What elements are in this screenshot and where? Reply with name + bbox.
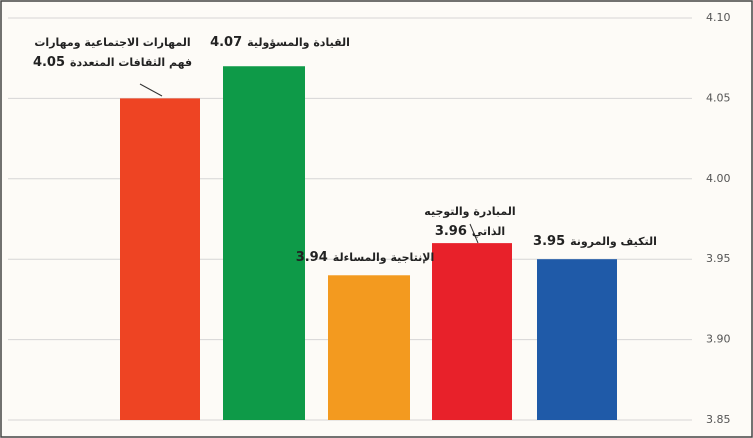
category-label: القيادة والمسؤولية xyxy=(247,36,350,49)
bar xyxy=(120,98,200,421)
y-tick-label: 3.85 xyxy=(706,413,731,426)
bar xyxy=(537,259,617,420)
category-label: المهارات الاجتماعية ومهارات فهم الثقافات… xyxy=(34,36,193,69)
y-tick-label: 3.95 xyxy=(706,252,731,265)
bar xyxy=(328,275,410,420)
category-label: الإنتاجية والمساءلة xyxy=(332,251,435,264)
data-label: التكيف والمرونة 3.95 xyxy=(520,232,670,252)
data-label: المبادرة والتوجيه الذاتي3.96 xyxy=(395,202,545,242)
category-label: المبادرة والتوجيه الذاتي xyxy=(424,205,516,238)
leader-line xyxy=(139,83,163,97)
value-label: 4.05 xyxy=(32,55,66,70)
y-tick-label: 4.10 xyxy=(706,11,731,24)
y-tick-label: 4.00 xyxy=(706,172,731,185)
value-label: 4.07 xyxy=(210,35,243,50)
leader-line xyxy=(469,223,479,244)
value-label: 3.94 xyxy=(295,250,328,265)
data-label: المهارات الاجتماعية ومهارات فهم الثقافات… xyxy=(25,33,200,73)
category-label: التكيف والمرونة xyxy=(570,235,657,248)
y-tick-label: 3.90 xyxy=(706,333,731,346)
bar xyxy=(432,243,512,420)
data-label: القيادة والمسؤولية 4.07 xyxy=(205,33,355,53)
y-tick-label: 4.05 xyxy=(706,91,731,104)
value-label: 3.95 xyxy=(533,234,566,249)
value-label: 3.96 xyxy=(434,224,467,239)
data-label: الإنتاجية والمساءلة 3.94 xyxy=(290,248,440,268)
bar xyxy=(223,66,305,421)
